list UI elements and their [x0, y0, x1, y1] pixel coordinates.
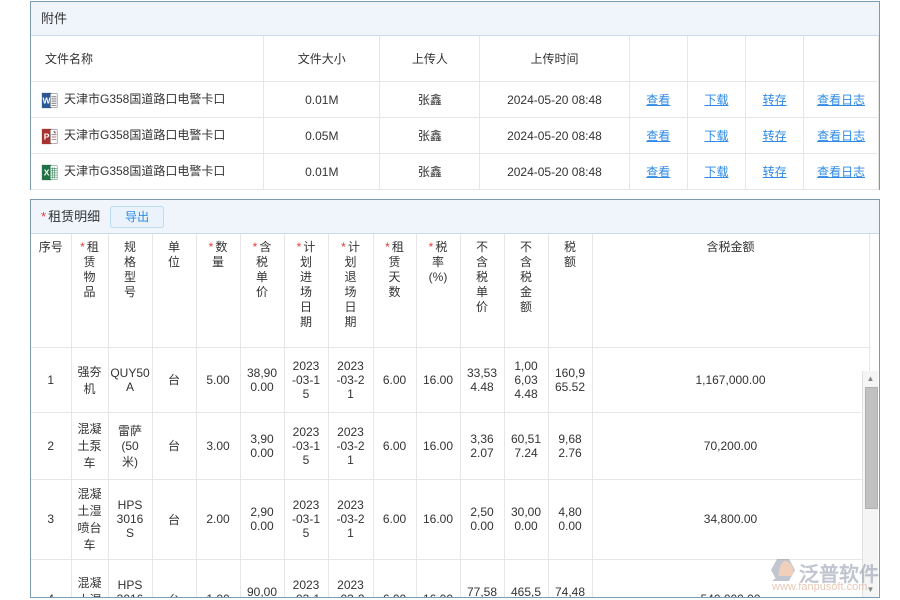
svg-text:P: P	[44, 131, 50, 141]
svg-text:X: X	[44, 167, 50, 177]
